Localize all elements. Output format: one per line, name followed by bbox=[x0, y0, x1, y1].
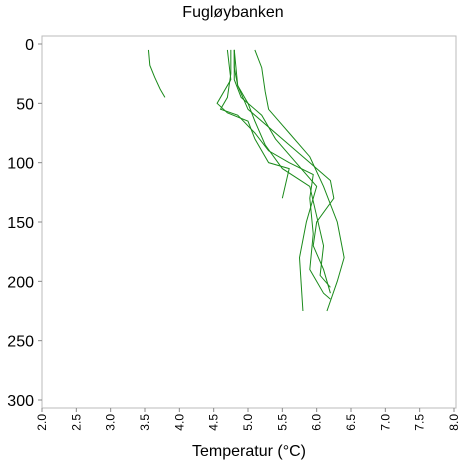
profile-line bbox=[254, 49, 345, 312]
y-tick-label: 300 bbox=[7, 393, 34, 410]
x-tick-label: 7.0 bbox=[378, 414, 392, 431]
x-tick-label: 2.5 bbox=[69, 414, 83, 431]
y-tick-label: 50 bbox=[16, 96, 34, 113]
y-tick-label: 200 bbox=[7, 274, 34, 291]
profile-line bbox=[216, 49, 290, 199]
x-tick-label: 2.0 bbox=[35, 414, 49, 431]
profile-line bbox=[147, 49, 166, 98]
profile-line bbox=[233, 49, 318, 312]
profile-line bbox=[233, 49, 331, 288]
x-tick-label: 3.0 bbox=[104, 414, 118, 431]
x-tick-label: 3.5 bbox=[138, 414, 152, 431]
profile-line bbox=[233, 49, 335, 294]
x-tick-label: 5.0 bbox=[241, 414, 255, 431]
x-tick-label: 4.0 bbox=[172, 414, 186, 431]
x-tick-label: 5.5 bbox=[275, 414, 289, 431]
y-tick-label: 100 bbox=[7, 156, 34, 173]
profile-line bbox=[219, 49, 331, 300]
x-tick-label: 7.5 bbox=[413, 414, 427, 431]
plot-frame bbox=[41, 35, 457, 409]
x-tick-label: 6.0 bbox=[310, 414, 324, 431]
x-axis-label: Temperatur (°C) bbox=[192, 443, 306, 460]
x-tick-label: 8.0 bbox=[447, 414, 461, 431]
x-tick-label: 6.5 bbox=[344, 414, 358, 431]
chart-title: Fugløybanken bbox=[182, 4, 283, 21]
y-tick-label: 250 bbox=[7, 334, 34, 351]
y-tick-label: 0 bbox=[25, 37, 34, 54]
y-tick-label: 150 bbox=[7, 215, 34, 232]
x-tick-label: 4.5 bbox=[207, 414, 221, 431]
